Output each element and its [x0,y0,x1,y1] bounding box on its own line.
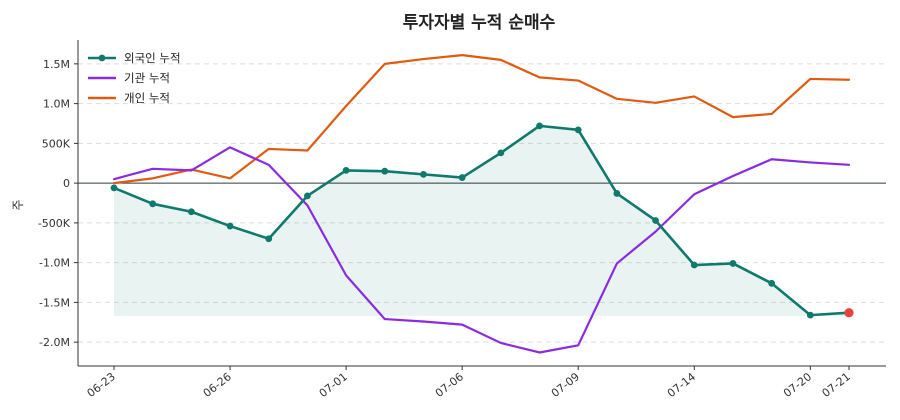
series-0-point-13 [613,190,621,197]
y-tick-label-6: -1.5M [39,296,70,309]
series-0-point-15 [690,261,698,269]
series-line-2 [112,54,851,185]
series-0-point-4 [265,235,273,243]
area-fill-layer [114,125,849,316]
series-line-1 [112,146,851,354]
series-0-point-3 [226,222,234,230]
series-0-point-8 [420,170,427,178]
series-0-point-16 [729,260,737,267]
series-0-point-11 [536,122,543,130]
y-tick-label-7: -2.0M [39,336,70,349]
x-tick-label-0: 06-23 [85,370,118,400]
x-tick-label-2: 07-01 [317,370,350,400]
y-tick-labels: 1.5M 1.0M 500K 0 -500K -1.0M -1.5M -2.0M [38,58,78,349]
axes [77,40,886,367]
series-0-point-0 [110,184,118,192]
series-0-point-18 [806,311,814,319]
series-area-0 [114,125,849,316]
markers-layer [110,122,854,319]
series-0-point-19 [844,308,854,318]
series-lines-layer [112,54,851,354]
legend-label-2: 개인 누적 [124,91,170,105]
series-0-point-10 [497,149,505,157]
series-line-0 [112,124,851,317]
x-tick-labels: 06-23 06-26 07-01 07-06 07-09 07-14 07-20 07-21 [85,366,853,400]
y-tick-label-3: 0 [63,177,70,190]
x-tick-label-3: 07-06 [433,370,466,400]
x-tick-label-7: 07-21 [820,370,853,400]
series-0-point-9 [458,174,466,181]
y-tick-label-1: 1.0M [43,98,70,111]
series-0-point-1 [149,200,157,208]
legend-label-0: 외국인 누적 [124,51,181,65]
y-tick-label-2: 500K [42,137,71,150]
series-0-point-7 [381,167,389,175]
series-0-point-17 [768,279,776,287]
y-tick-label-0: 1.5M [43,58,70,71]
x-tick-label-6: 07-20 [781,370,814,400]
series-0-point-12 [574,126,582,134]
legend-marker-0 [98,54,106,62]
series-0-point-14 [652,217,659,224]
x-tick-label-1: 06-26 [201,370,234,400]
series-0-point-6 [342,167,350,174]
chart-title: 투자자별 누적 순매수 [403,13,556,33]
legend-label-1: 기관 누적 [124,71,170,85]
series-0-point-5 [304,192,311,200]
x-tick-label-5: 07-14 [665,370,698,400]
x-tick-label-4: 07-09 [549,370,582,400]
y-tick-label-5: -1.0M [39,257,70,270]
y-axis-label: 주 [11,199,25,210]
series-0-point-2 [187,208,195,216]
y-tick-label-4: -500K [38,217,71,230]
